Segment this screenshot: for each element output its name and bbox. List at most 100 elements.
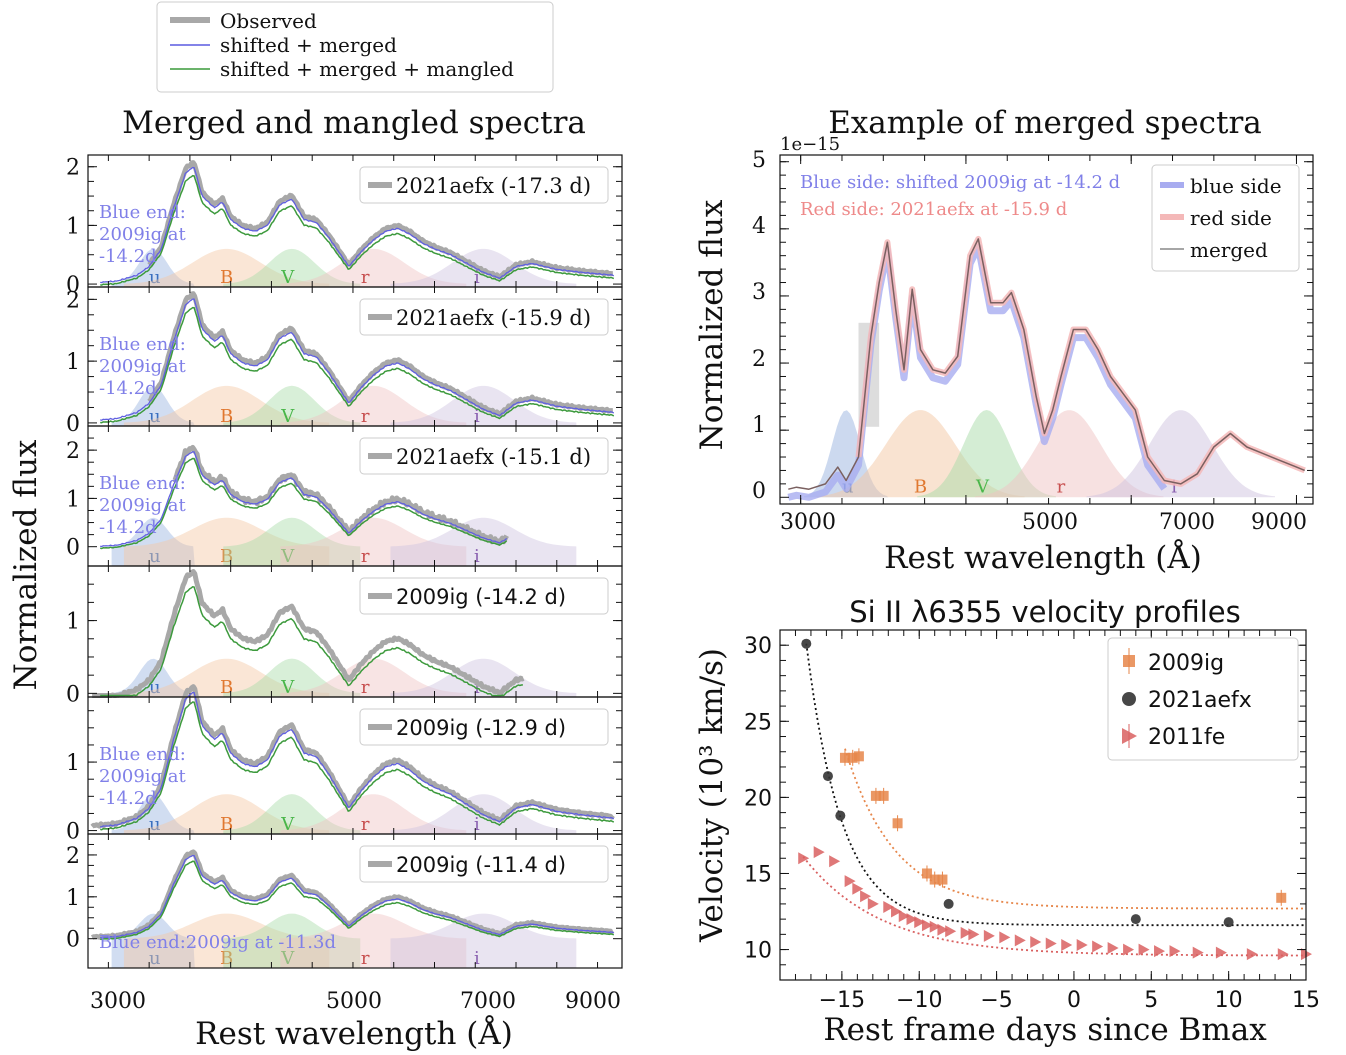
tr-offset-text: 1e−15 xyxy=(780,134,840,155)
point-2011fe xyxy=(1154,945,1166,958)
filter-band-r xyxy=(280,248,467,287)
filter-band-B xyxy=(123,658,330,697)
filter-label-u: u xyxy=(149,406,161,427)
point-2011fe xyxy=(1138,943,1150,956)
filter-label-V: V xyxy=(280,546,295,567)
filter-band-V xyxy=(223,658,361,697)
point-2011fe xyxy=(898,910,910,923)
br-xtick-label: −15 xyxy=(819,988,865,1013)
br-legend: 2009ig 2021aefx 2011fe xyxy=(1107,637,1299,761)
br-legend-2021aefx-marker xyxy=(1122,692,1136,706)
filter-label-B: B xyxy=(220,546,233,567)
point-2011fe xyxy=(968,928,980,941)
point-2011fe xyxy=(829,855,841,868)
panel-legend-label: 2021aefx (-15.9 d) xyxy=(396,306,591,330)
br-legend-2021aefx-label: 2021aefx xyxy=(1148,688,1252,713)
point-2011fe xyxy=(852,882,864,895)
observed-spectrum xyxy=(90,684,615,829)
point-2011fe xyxy=(1107,942,1119,955)
svg-text:5: 5 xyxy=(752,148,766,173)
point-2011fe xyxy=(929,920,941,933)
filter-label-r: r xyxy=(361,406,370,427)
blue-end-note: Blue end: xyxy=(99,473,186,494)
tr-title: Example of merged spectra xyxy=(828,105,1262,141)
merged-spectrum xyxy=(100,691,615,828)
ytick-label: 1 xyxy=(66,751,80,776)
mangled-spectrum xyxy=(100,174,615,286)
point-2011fe xyxy=(1045,937,1057,950)
ytick-label: 0 xyxy=(66,536,80,561)
point-2011fe xyxy=(813,846,825,859)
left-title: Merged and mangled spectra xyxy=(122,105,586,141)
panel-legend-label: 2009ig (-12.9 d) xyxy=(396,716,566,740)
filter-label-B: B xyxy=(220,948,233,969)
br-chart: −15 −10 −5 0 5 10 15 10 15 20 25 30 xyxy=(744,629,1320,1013)
point-2009ig xyxy=(937,874,948,885)
point-2021aefx xyxy=(1130,914,1141,925)
filter-band-i xyxy=(390,658,577,697)
point-2011fe xyxy=(1246,948,1258,961)
fit-2009ig xyxy=(844,748,1306,910)
filter-band-B xyxy=(123,913,330,968)
tr-ylabel: Normalized flux xyxy=(694,199,730,450)
point-2011fe xyxy=(937,923,949,936)
point-2009ig xyxy=(929,874,940,885)
filter-label-V: V xyxy=(280,948,295,969)
panel-legend-label: 2021aefx (-15.1 d) xyxy=(396,445,591,469)
panel-legend-box xyxy=(359,577,609,615)
svg-text:0: 0 xyxy=(752,479,766,504)
tr-legend-blue-label: blue side xyxy=(1190,174,1282,198)
blue-end-note: 2009ig at xyxy=(99,495,187,516)
ytick-label: 1 xyxy=(66,214,80,239)
point-2011fe xyxy=(867,897,879,910)
filter-label-u: u xyxy=(149,948,161,969)
br-title: Si II λ6355 velocity profiles xyxy=(849,595,1240,629)
panel-legend-box xyxy=(359,166,609,204)
ytick-label: 2 xyxy=(66,844,80,869)
panel-legend-box xyxy=(359,845,609,883)
observed-spectrum xyxy=(91,569,525,698)
point-2011fe xyxy=(983,929,995,942)
point-2011fe xyxy=(1123,943,1135,956)
filter-band-r xyxy=(280,658,467,697)
ytick-label: 0 xyxy=(66,682,80,707)
panel-legend-box xyxy=(359,437,609,475)
left-ylabel: Normalized flux xyxy=(8,439,44,690)
filter-band-r xyxy=(280,517,467,566)
svg-text:4: 4 xyxy=(752,214,766,239)
point-2011fe xyxy=(921,919,933,932)
filter-label-B: B xyxy=(220,406,233,427)
fit-2021aefx xyxy=(805,643,1306,927)
point-2011fe xyxy=(844,875,856,888)
ytick-label: 2 xyxy=(66,288,80,313)
point-2011fe xyxy=(1169,945,1181,958)
filter-label-u: u xyxy=(149,814,161,835)
filter-label-i: i xyxy=(474,948,480,969)
filter-label-r: r xyxy=(361,948,370,969)
observed-spectrum xyxy=(147,160,614,280)
tr-legend-red-label: red side xyxy=(1190,206,1272,230)
point-2009ig xyxy=(921,868,932,879)
svg-text:3: 3 xyxy=(752,280,766,305)
mangled-spectrum xyxy=(100,860,615,941)
br-ytick-label: 15 xyxy=(744,862,772,887)
filter-label-B: B xyxy=(220,814,233,835)
tr-xtick-3000: 3000 xyxy=(780,510,836,535)
mangled-spectrum xyxy=(100,701,615,831)
ytick-label: 1 xyxy=(66,350,80,375)
filter-band-V xyxy=(223,248,361,287)
filter-band-V xyxy=(223,385,361,426)
point-2021aefx xyxy=(801,638,812,649)
br-ytick-label: 20 xyxy=(744,786,772,811)
point-2021aefx xyxy=(1223,917,1234,928)
filter-band-B xyxy=(123,517,330,566)
blue-end-note: -14.2d xyxy=(99,788,157,809)
point-2011fe xyxy=(914,916,926,929)
filter-band-r xyxy=(280,913,467,968)
merged-spectrum xyxy=(100,451,508,548)
point-2011fe xyxy=(1192,946,1204,959)
